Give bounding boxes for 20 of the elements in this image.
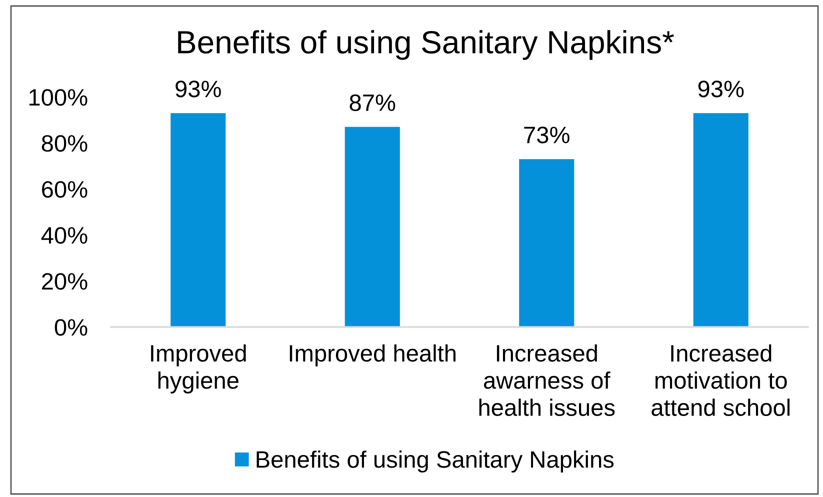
x-tick-label: Increased motivation to attend school xyxy=(652,344,790,416)
y-tick-label: 80% xyxy=(42,135,88,152)
x-tick-label: Improved hygiene xyxy=(151,344,246,394)
y-tick-label: 20% xyxy=(42,273,88,290)
data-label: 93% xyxy=(698,80,744,98)
data-label: 93% xyxy=(176,80,221,98)
data-label: 73% xyxy=(524,126,570,144)
bar xyxy=(344,126,400,327)
y-tick-label: 100% xyxy=(30,89,88,106)
chart-title: Benefits of using Sanitary Napkins* xyxy=(178,30,674,60)
y-tick-label: 60% xyxy=(42,181,88,198)
y-tick-label: 40% xyxy=(41,227,88,244)
legend-label: Benefits of using Sanitary Napkins xyxy=(256,450,614,473)
y-tick-label: 0% xyxy=(54,319,88,336)
x-tick-label: Increased awarness of health issues xyxy=(479,344,615,416)
bar xyxy=(519,159,574,327)
bar xyxy=(693,113,748,327)
data-label: 87% xyxy=(350,94,396,112)
bar xyxy=(170,113,226,327)
x-tick-label: Improved health xyxy=(290,344,456,366)
